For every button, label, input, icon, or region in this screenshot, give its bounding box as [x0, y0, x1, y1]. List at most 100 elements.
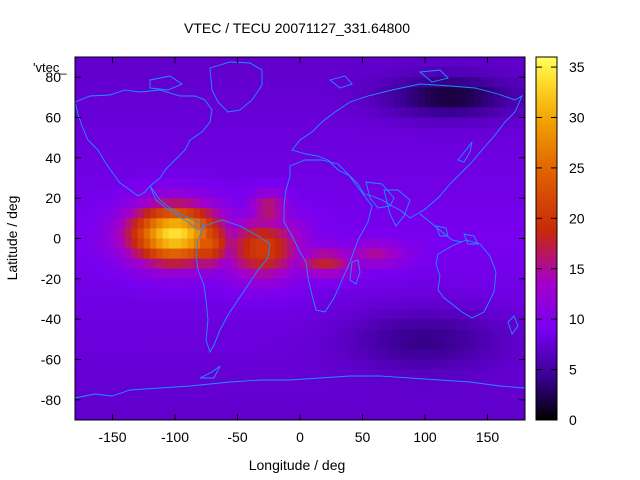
heatmap-cell [293, 299, 301, 310]
heatmap-cell [325, 157, 332, 169]
heatmap-cell [125, 218, 132, 229]
heatmap-cell [412, 198, 420, 209]
y-tick-label: 80 [45, 69, 61, 85]
heatmap-cell [143, 167, 151, 179]
heatmap-cell [218, 268, 226, 280]
heatmap-cell [343, 57, 351, 68]
heatmap-cell [381, 167, 388, 179]
heatmap-cell [168, 309, 176, 320]
heatmap-cell [281, 178, 288, 189]
heatmap-cell [450, 238, 457, 249]
heatmap-cell [268, 268, 276, 280]
heatmap-cell [475, 369, 482, 381]
heatmap-cell [393, 57, 401, 68]
heatmap-cell [118, 67, 126, 78]
heatmap-cell [406, 379, 413, 391]
heatmap-cell [412, 389, 420, 401]
heatmap-cell [137, 389, 145, 401]
heatmap-cell [193, 228, 201, 239]
heatmap-cell [218, 157, 226, 169]
heatmap-cell [268, 389, 276, 401]
heatmap-cell [343, 127, 351, 139]
heatmap-cell [200, 319, 207, 330]
heatmap-cell [275, 288, 282, 300]
heatmap-cell [262, 57, 270, 68]
heatmap-cell [462, 167, 470, 179]
heatmap-cell [281, 409, 288, 421]
heatmap-cell [456, 97, 463, 108]
heatmap-cell [256, 349, 263, 360]
heatmap-cell [231, 77, 238, 88]
heatmap-cell [387, 238, 395, 249]
heatmap-cell [225, 258, 232, 270]
heatmap-cell [375, 389, 382, 401]
heatmap-cell [93, 268, 101, 280]
heatmap-cell [262, 198, 270, 209]
heatmap-cell [312, 299, 320, 310]
heatmap-cell [456, 137, 463, 149]
heatmap-cell [106, 349, 113, 360]
heatmap-cell [87, 127, 95, 139]
heatmap-cell [168, 67, 176, 78]
heatmap-cell [200, 349, 207, 360]
heatmap-cell [168, 188, 176, 199]
heatmap-cell [181, 288, 188, 300]
heatmap-cell [212, 339, 220, 350]
heatmap-cell [487, 349, 495, 360]
heatmap-cell [400, 309, 407, 320]
heatmap-cell [225, 369, 232, 381]
heatmap-cell [418, 157, 426, 169]
heatmap-cell [137, 178, 145, 189]
heatmap-cell [468, 278, 476, 290]
heatmap-cell [400, 157, 407, 169]
heatmap-cell [475, 349, 482, 360]
heatmap-cell [143, 329, 151, 340]
heatmap-cell [343, 319, 351, 330]
heatmap-cell [168, 57, 176, 68]
heatmap-cell [287, 107, 295, 118]
heatmap-cell [331, 369, 338, 381]
heatmap-cell [293, 97, 301, 108]
heatmap-cell [112, 278, 120, 290]
heatmap-cell [506, 369, 513, 381]
heatmap-cell [150, 198, 157, 209]
heatmap-cell [168, 248, 176, 260]
heatmap-cell [281, 127, 288, 139]
heatmap-cell [343, 339, 351, 350]
heatmap-cell [156, 329, 163, 340]
heatmap-cell [256, 137, 263, 149]
heatmap-cell [212, 178, 220, 189]
heatmap-cell [162, 288, 170, 300]
heatmap-cell [400, 67, 407, 78]
colorbar-tick-label: 25 [569, 160, 585, 176]
heatmap-cell [312, 228, 320, 239]
heatmap-cell [437, 107, 445, 118]
heatmap-cell [206, 147, 213, 159]
heatmap-cell [425, 57, 432, 68]
heatmap-cell [281, 147, 288, 159]
heatmap-cell [450, 208, 457, 219]
heatmap-cell [450, 288, 457, 300]
heatmap-cell [268, 178, 276, 189]
heatmap-cell [287, 167, 295, 179]
y-tick-label: -40 [41, 311, 61, 327]
heatmap-cell [112, 157, 120, 169]
heatmap-cell [375, 188, 382, 199]
heatmap-cell [150, 167, 157, 179]
heatmap-cell [75, 77, 82, 88]
heatmap-cell [162, 379, 170, 391]
heatmap-cell [456, 409, 463, 421]
heatmap-cell [200, 107, 207, 118]
heatmap-cell [368, 228, 376, 239]
heatmap-cell [412, 157, 420, 169]
heatmap-cell [256, 359, 263, 370]
heatmap-cell [237, 248, 245, 260]
heatmap-cell [75, 147, 82, 159]
heatmap-cell [256, 107, 263, 118]
heatmap-cell [343, 228, 351, 239]
heatmap-cell [106, 339, 113, 350]
heatmap-cell [368, 167, 376, 179]
heatmap-cell [93, 117, 101, 128]
heatmap-cell [506, 77, 513, 88]
heatmap-cell [200, 228, 207, 239]
